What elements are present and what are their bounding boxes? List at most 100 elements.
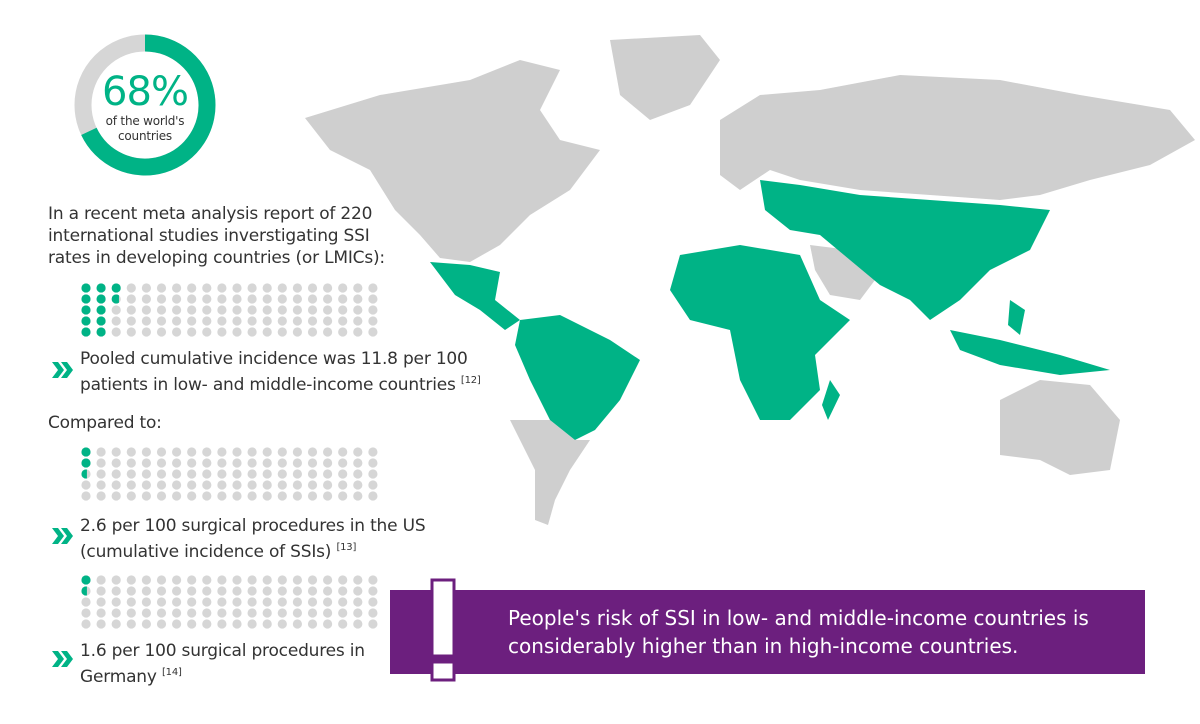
dot (141, 327, 151, 337)
dot (277, 469, 287, 479)
dot (323, 283, 333, 293)
dot (187, 575, 197, 585)
dot (338, 283, 348, 293)
dot (307, 458, 318, 468)
dot (307, 305, 318, 315)
dot (156, 447, 167, 457)
dot (217, 283, 227, 293)
dot (126, 575, 136, 585)
dot (156, 575, 167, 585)
dot (292, 586, 302, 596)
dot (156, 305, 167, 315)
dot-grid (81, 447, 378, 501)
dot (292, 575, 302, 585)
dot (156, 316, 167, 326)
dot (368, 294, 378, 304)
dot (187, 305, 197, 315)
dot (156, 491, 167, 501)
dot (232, 327, 242, 337)
donut-caption: countries (118, 129, 172, 143)
dot (202, 316, 212, 326)
dot (353, 469, 363, 479)
dot (368, 327, 378, 337)
dot (292, 619, 302, 629)
dot (217, 491, 227, 501)
dot (232, 447, 242, 457)
dot (338, 458, 348, 468)
dot (172, 447, 182, 457)
dot (141, 316, 151, 326)
dot (232, 491, 242, 501)
dot (353, 575, 363, 585)
dot (232, 305, 242, 315)
dot (277, 480, 287, 490)
dot (111, 597, 121, 607)
dot (111, 619, 121, 629)
dot (277, 491, 287, 501)
dot (172, 469, 182, 479)
dot (247, 305, 257, 315)
dot (96, 575, 106, 585)
dot (187, 597, 197, 607)
dot (172, 575, 182, 585)
dot (307, 491, 318, 501)
dot (156, 294, 167, 304)
dot (232, 480, 242, 490)
dot (247, 458, 257, 468)
dot (307, 619, 318, 629)
dot (232, 619, 242, 629)
dot-filled (81, 316, 91, 326)
dot (202, 283, 212, 293)
dot (202, 305, 212, 315)
dot (262, 491, 272, 501)
dot (126, 597, 136, 607)
dot (307, 480, 318, 490)
dot (247, 469, 257, 479)
dot (141, 586, 151, 596)
dot (111, 491, 121, 501)
dot (323, 458, 333, 468)
dot (368, 586, 378, 596)
dot (232, 575, 242, 585)
dot (126, 458, 136, 468)
dot (247, 619, 257, 629)
dot (156, 597, 167, 607)
dot (292, 327, 302, 337)
dot (111, 608, 121, 618)
dot (247, 597, 257, 607)
item: 2.6 per 100 surgical procedures in the U… (80, 515, 460, 563)
exclamation (430, 578, 456, 682)
dot (292, 597, 302, 607)
dot-filled (81, 575, 91, 585)
dot (338, 294, 348, 304)
dot (262, 305, 272, 315)
dot (353, 597, 363, 607)
dot (96, 597, 106, 607)
dot (262, 575, 272, 585)
dot (126, 608, 136, 618)
dot (96, 491, 106, 501)
dot (247, 316, 257, 326)
dot (292, 283, 302, 293)
dot (307, 283, 318, 293)
dot (111, 305, 121, 315)
dot (262, 469, 272, 479)
dot-filled (81, 458, 91, 468)
dot (323, 597, 333, 607)
donut-caption: of the world's (105, 114, 185, 128)
dot (202, 608, 212, 618)
dot (217, 447, 227, 457)
dot (172, 491, 182, 501)
dot-filled (81, 294, 91, 304)
dot-filled (96, 294, 106, 304)
dot (307, 575, 318, 585)
dot (202, 447, 212, 457)
dot (292, 491, 302, 501)
dot (217, 458, 227, 468)
dot (217, 575, 227, 585)
dot (141, 491, 151, 501)
dot (126, 480, 136, 490)
dot (262, 316, 272, 326)
dot (232, 316, 242, 326)
